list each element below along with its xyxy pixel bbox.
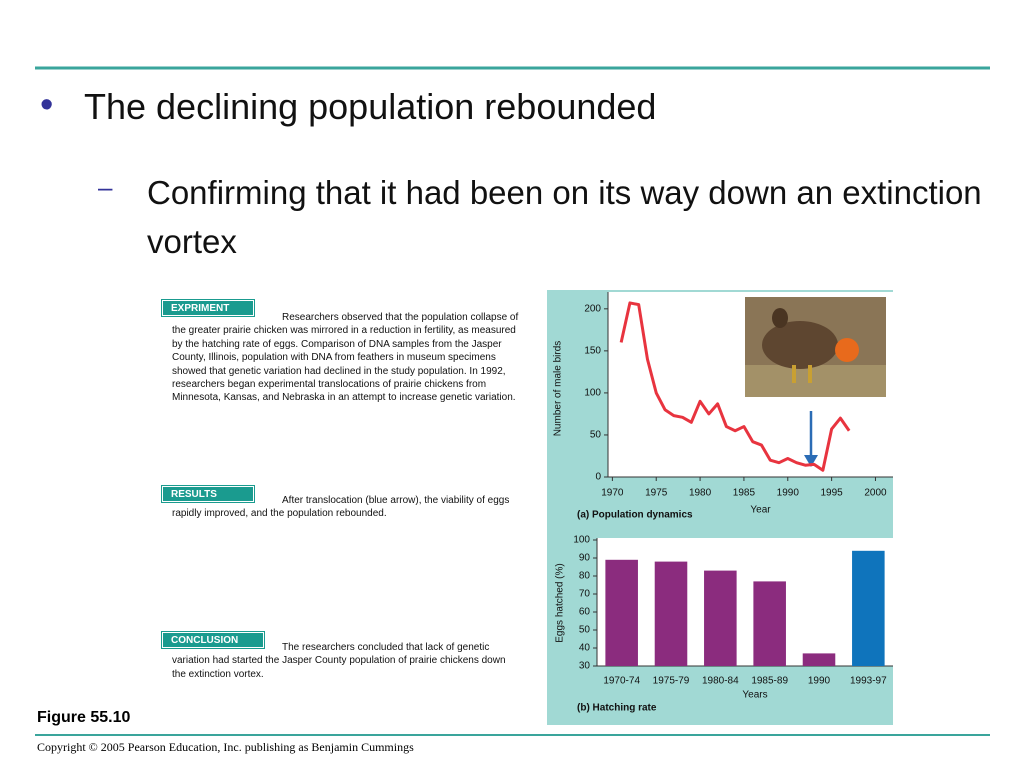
y-tick-label: 150 <box>584 346 601 357</box>
bullet: The declining population rebounded <box>84 86 657 127</box>
x-tick-label: 1970-74 <box>603 676 640 687</box>
y-axis-label: Eggs hatched (%) <box>555 563 566 643</box>
copyright: Copyright © 2005 Pearson Education, Inc.… <box>37 740 414 754</box>
plot-area <box>597 538 893 666</box>
bullet-mark: • <box>40 84 54 126</box>
y-tick-label: 80 <box>579 571 591 582</box>
panel-label: CONCLUSION <box>161 631 265 649</box>
bar <box>704 570 737 666</box>
panel-text: Researchers observed that the population… <box>172 312 519 404</box>
y-tick-label: 200 <box>584 303 601 314</box>
bar <box>852 550 885 666</box>
dash-mark: – <box>98 172 113 202</box>
figure-label: Figure 55.10 <box>37 709 131 726</box>
x-tick-label: 1970 <box>601 488 624 499</box>
y-tick-label: 70 <box>579 589 591 600</box>
x-axis-label: Year <box>750 505 771 516</box>
y-axis-label: Number of male birds <box>553 341 564 437</box>
sub-bullet: Confirming that it had been on its way d… <box>147 174 982 260</box>
bird-photo <box>745 297 886 397</box>
x-axis-label: Years <box>742 690 767 701</box>
bar <box>802 653 836 666</box>
chart-caption: (b) Hatching rate <box>577 703 657 714</box>
y-tick-label: 100 <box>573 535 590 546</box>
x-tick-label: 1990 <box>808 676 831 687</box>
x-tick-label: 1990 <box>777 488 800 499</box>
panel-text: After translocation (blue arrow), the vi… <box>172 495 510 520</box>
bar <box>605 559 638 666</box>
y-tick-label: 50 <box>590 430 602 441</box>
x-tick-label: 1985-89 <box>751 676 788 687</box>
bar <box>654 561 688 666</box>
panel-text: The researchers concluded that lack of g… <box>172 642 506 680</box>
x-tick-label: 2000 <box>864 488 887 499</box>
x-tick-label: 1980-84 <box>702 676 739 687</box>
y-tick-label: 100 <box>584 388 601 399</box>
panel-label: EXPRIMENT <box>161 299 255 317</box>
y-tick-label: 30 <box>579 661 591 672</box>
y-tick-label: 90 <box>579 553 591 564</box>
translocation-arrow <box>804 411 818 467</box>
x-tick-label: 1980 <box>689 488 712 499</box>
population-line <box>619 301 851 472</box>
x-tick-label: 1993-97 <box>850 676 887 687</box>
chart-caption: (a) Population dynamics <box>577 510 693 521</box>
x-tick-label: 1985 <box>733 488 756 499</box>
y-tick-label: 40 <box>579 643 591 654</box>
y-tick-label: 0 <box>595 472 601 483</box>
x-tick-label: 1975-79 <box>653 676 690 687</box>
y-tick-label: 50 <box>579 625 591 636</box>
bar <box>753 581 786 666</box>
x-tick-label: 1995 <box>820 488 843 499</box>
y-tick-label: 60 <box>579 607 591 618</box>
panel-label: RESULTS <box>161 485 255 503</box>
x-tick-label: 1975 <box>645 488 668 499</box>
